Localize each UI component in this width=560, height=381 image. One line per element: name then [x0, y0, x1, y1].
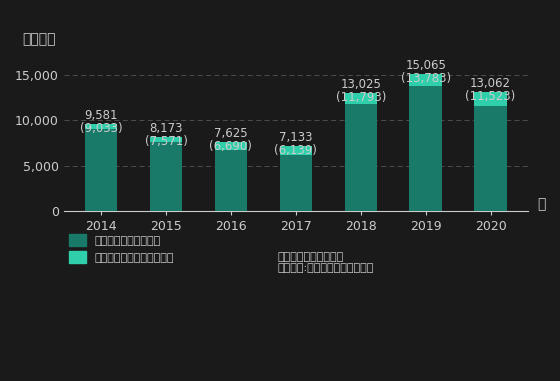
Bar	[214, 150, 247, 211]
Text: 7,625: 7,625	[214, 126, 248, 139]
Legend: 高速道路での摘発件数, 高速道路以外での摘発件数: 高速道路での摘発件数, 高速道路以外での摘発件数	[69, 234, 174, 263]
Text: 15,065: 15,065	[405, 59, 446, 72]
Text: (6,690): (6,690)	[209, 139, 253, 153]
Text: 9,581: 9,581	[85, 109, 118, 122]
Bar	[150, 142, 182, 211]
Bar	[85, 124, 117, 129]
Bar	[344, 93, 377, 104]
Text: 13,025: 13,025	[340, 78, 381, 91]
Text: (9,033): (9,033)	[80, 122, 123, 135]
Text: (11,793): (11,793)	[335, 91, 386, 104]
Text: 摘発件数: 摘発件数	[22, 32, 55, 46]
Text: (13,783): (13,783)	[400, 72, 451, 85]
Text: （下段）:高速道路での摘発件数: （下段）:高速道路での摘発件数	[277, 263, 374, 273]
Text: 年: 年	[537, 197, 545, 211]
Bar	[279, 155, 312, 211]
Bar	[344, 104, 377, 211]
Bar	[85, 129, 117, 211]
Text: (11,523): (11,523)	[465, 90, 516, 103]
Bar	[474, 106, 507, 211]
Bar	[409, 74, 442, 86]
Bar	[150, 137, 182, 142]
Text: (6,139): (6,139)	[274, 144, 318, 157]
Bar	[474, 93, 507, 106]
Text: (7,571): (7,571)	[144, 134, 188, 147]
Text: 13,062: 13,062	[470, 77, 511, 90]
Bar	[279, 146, 312, 155]
Text: 8,173: 8,173	[150, 122, 183, 134]
Bar	[409, 86, 442, 211]
Bar	[214, 142, 247, 150]
Text: 7,133: 7,133	[279, 131, 312, 144]
Text: 上段：摘発件数の総数: 上段：摘発件数の総数	[277, 252, 343, 262]
